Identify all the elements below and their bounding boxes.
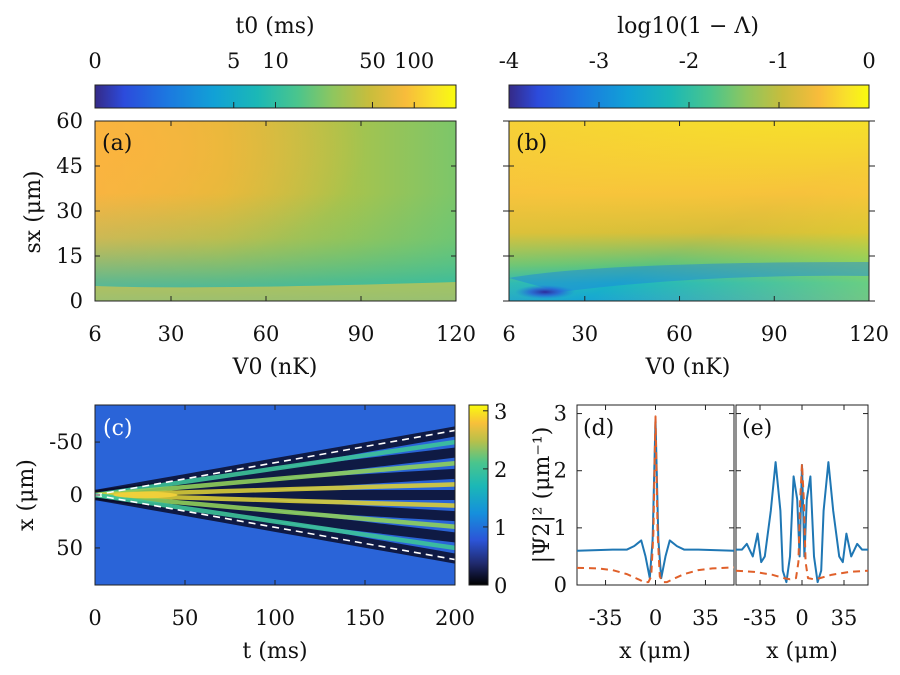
panel-d-xlabel: x (μm)	[619, 639, 691, 664]
panel_e-xtick-label: 35	[831, 606, 858, 630]
fringe-bright	[95, 492, 455, 551]
panel-c-ylabel: x (μm)	[14, 459, 39, 531]
panel-c-xtick-label: 0	[88, 606, 101, 630]
panel_e-xtick-label: 0	[795, 606, 808, 630]
panel-c-ytick-label: -50	[49, 430, 83, 454]
panel_b-xtick-label: 90	[761, 322, 788, 346]
panel_d-xtick-label: 35	[692, 606, 719, 630]
panel-c-ytick-label: 0	[70, 483, 83, 507]
fringe-bright	[95, 439, 455, 498]
panel_a-ytick-label: 45	[56, 154, 83, 178]
panel-e-xlabel: x (μm)	[766, 639, 838, 664]
panel-b: (b) 6 30 60 90 120 V0 (nK)	[502, 120, 889, 380]
panel_a-xtick-label: 120	[436, 322, 476, 346]
panel-a: (a) 6 30 60 90 120 0 15 30 45 60 sx (μm) V0 (nK)	[21, 109, 476, 380]
dashed-envelope	[94, 494, 456, 561]
colorbar-c-gradient	[468, 404, 489, 586]
panel_e-xtick-label: -35	[743, 606, 777, 630]
colorbar-c-tick-label: 0	[494, 574, 507, 598]
panel-c-xtick-label: 200	[435, 606, 475, 630]
panel-e-label: (e)	[742, 416, 772, 441]
colorbar-b-tick-label: 0	[862, 49, 875, 73]
panel_a-xtick-label: 90	[348, 322, 375, 346]
panel-e: (e) -35 0 35 x (μm)	[735, 404, 869, 664]
panel-a-ylabel: sx (μm)	[21, 170, 46, 253]
panel_a-xtick-label: 60	[253, 322, 280, 346]
panel-b-label: (b)	[516, 131, 547, 156]
panel_a-ytick-label: 30	[56, 199, 83, 223]
panel_a-xtick-label: 30	[158, 322, 185, 346]
panel-d-ylabel: |Ψ2|² (μm⁻¹)	[530, 427, 555, 564]
colorbar-a-tick-label: 50	[359, 49, 386, 73]
panel_a-ytick-label: 0	[70, 289, 83, 313]
fringe-bright	[95, 460, 455, 498]
colorbar-a: t0 (ms) 0 5 10 50 100	[88, 14, 457, 109]
panel-a-xlabel: V0 (nK)	[232, 355, 318, 380]
panel_a-ytick-label: 60	[56, 109, 83, 133]
panel_d-ytick-label: 1	[554, 516, 567, 540]
colorbar-b: log10(1 − Λ) -4 -3 -2 -1 0	[499, 14, 876, 109]
panel_d-ytick-label: 2	[554, 459, 567, 483]
panel-c-xtick-label: 100	[255, 606, 295, 630]
panel-d-label: (d)	[583, 416, 614, 441]
colorbar-a-tick-label: 5	[227, 49, 240, 73]
panel-c-xlabel: t (ms)	[242, 639, 307, 664]
panel_d-series-dashed	[577, 415, 734, 584]
panel_d-xtick-label: 0	[649, 606, 662, 630]
colorbar-c-tick-label: 2	[494, 458, 507, 482]
panel_b-xtick-label: 60	[666, 322, 693, 346]
colorbar-b-tick-label: -4	[499, 49, 519, 73]
colorbar-a-title: t0 (ms)	[235, 14, 314, 39]
panel_d-xtick-label: -35	[589, 606, 623, 630]
colorbar-b-tick-label: -1	[769, 49, 789, 73]
panel_a-xtick-label: 6	[88, 322, 101, 346]
fringe-bright	[95, 492, 455, 530]
panel_b-xtick-label: 120	[849, 322, 889, 346]
panel-c-ytick-label: 50	[56, 536, 83, 560]
heatmap-b-band	[509, 262, 869, 292]
panel_d-ytick-label: 3	[554, 402, 567, 426]
colorbar-c-tick-label: 3	[494, 400, 507, 424]
panel_e-series-dashed	[736, 462, 868, 581]
colorbar-c-tick-label: 1	[494, 516, 507, 540]
fringe-core	[113, 491, 178, 499]
dashed-envelope	[94, 429, 456, 496]
panel_d-ytick-label: 0	[554, 573, 567, 597]
panel-c-xtick-label: 150	[345, 606, 385, 630]
panel_b-xtick-label: 6	[502, 322, 515, 346]
panel_a-ytick-label: 15	[56, 244, 83, 268]
heatmap-a-edge	[95, 282, 456, 301]
colorbar-b-tick-label: -2	[679, 49, 699, 73]
colorbar-a-tick-label: 100	[394, 49, 434, 73]
colorbar-a-tick-label: 10	[262, 49, 289, 73]
colorbar-b-tick-label: -3	[589, 49, 609, 73]
colorbar-b-title: log10(1 − Λ)	[617, 14, 759, 39]
panel-a-label: (a)	[102, 131, 132, 156]
panel-d: (d) -35 0 35 0 1 2 3 |Ψ2|² (μm⁻¹) x (μm)	[530, 402, 735, 664]
panel_b-xtick-label: 30	[571, 322, 598, 346]
heatmap-a-lowband	[95, 121, 456, 301]
panel-c-xtick-label: 50	[172, 606, 199, 630]
panel-c-label: (c)	[103, 416, 133, 441]
colorbar-a-tick-label: 0	[88, 49, 101, 73]
panel-b-xlabel: V0 (nK)	[645, 355, 731, 380]
heatmap-b-minimum	[515, 285, 575, 299]
panel-c: (c) 0 50 100 150 200 -50 0 50 x (μm) t (ms) 0 1 2…	[14, 400, 507, 664]
heatmap-b-shade	[509, 121, 869, 301]
